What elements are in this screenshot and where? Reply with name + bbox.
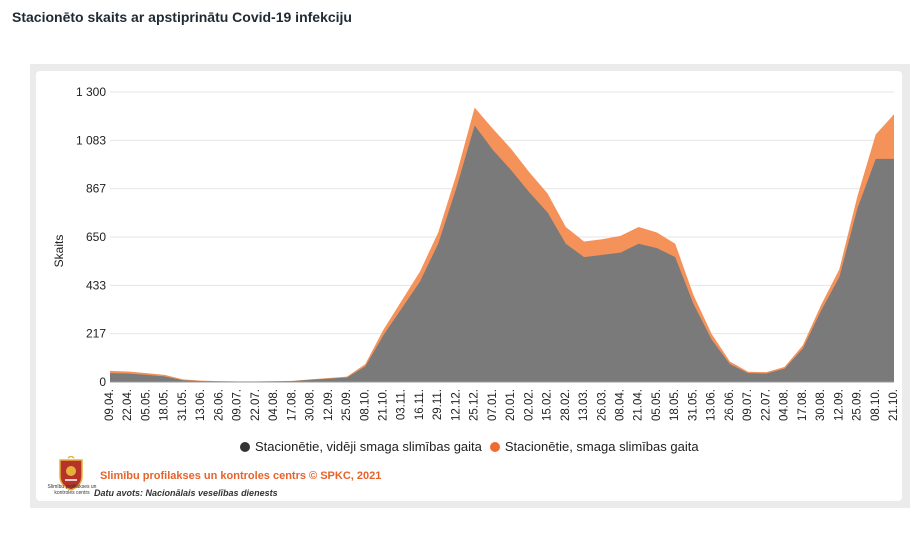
y-tick-label: 1 300 bbox=[76, 85, 106, 99]
y-tick-label: 0 bbox=[99, 375, 106, 389]
x-tick-label: 08.10. bbox=[870, 389, 882, 421]
x-tick-label: 21.04. bbox=[633, 389, 645, 421]
x-tick-label: 16.11. bbox=[414, 389, 426, 420]
x-tick-label: 26.06. bbox=[213, 389, 225, 421]
x-tick-label: 31.05. bbox=[687, 389, 699, 421]
y-axis-label: Skaits bbox=[52, 235, 66, 268]
x-tick-label: 25.12. bbox=[469, 389, 481, 421]
x-tick-label: 28.02. bbox=[560, 389, 572, 421]
x-tick-label: 21.10. bbox=[377, 389, 389, 421]
x-tick-label: 18.05. bbox=[669, 389, 681, 421]
x-tick-label: 22.07. bbox=[250, 389, 262, 421]
legend-label-moderate: Stacionētie, vidēji smaga slimības gaita bbox=[255, 439, 482, 454]
x-tick-label: 18.05. bbox=[159, 389, 171, 421]
x-tick-label: 03.11. bbox=[396, 389, 408, 420]
area-moderate[interactable] bbox=[110, 125, 894, 382]
x-tick-label: 25.09. bbox=[341, 389, 353, 421]
legend-marker-severe bbox=[489, 441, 500, 452]
legend-item-moderate[interactable]: Stacionētie, vidēji smaga slimības gaita bbox=[240, 439, 482, 454]
y-tick-label: 867 bbox=[86, 182, 106, 196]
x-tick-label: 17.08. bbox=[797, 389, 809, 421]
credit-text[interactable]: Slimību profilakses un kontroles centrs … bbox=[100, 470, 382, 482]
x-tick-label: 12.09. bbox=[323, 389, 335, 421]
x-tick-label: 05.05. bbox=[651, 389, 663, 421]
legend-marker-moderate bbox=[240, 441, 250, 452]
x-tick-label: 07.01. bbox=[487, 389, 499, 421]
x-tick-label: 25.09. bbox=[852, 389, 864, 421]
y-tick-label: 1 083 bbox=[76, 133, 106, 147]
y-tick-label: 650 bbox=[86, 230, 106, 244]
x-tick-label: 08.04. bbox=[615, 389, 627, 421]
x-tick-label: 12.09. bbox=[833, 389, 845, 421]
x-tick-label: 15.02. bbox=[542, 389, 554, 421]
x-tick-label: 31.05. bbox=[177, 389, 189, 421]
logo-caption: Slimību profilakses un kontroles centrs bbox=[47, 484, 97, 496]
spkc-logo bbox=[59, 456, 83, 491]
x-tick-label: 04.08. bbox=[268, 389, 280, 421]
x-tick-label: 13.06. bbox=[706, 389, 718, 421]
chart-card: 1 300 1 083 867 650 433 217 0 09.04. 22.04. 05.0… bbox=[36, 71, 902, 501]
x-tick-label: 02.02. bbox=[523, 389, 535, 421]
page-title: Stacionēto skaits ar apstiprinātu Covid-… bbox=[12, 9, 352, 25]
area-chart: 1 300 1 083 867 650 433 217 0 09.04. 22.04. 05.0… bbox=[52, 85, 900, 421]
x-tick-label: 21.10. bbox=[888, 389, 900, 421]
x-tick-label: 08.10. bbox=[359, 389, 371, 421]
x-tick-label: 04.08. bbox=[779, 389, 791, 421]
x-tick-label: 13.03. bbox=[578, 389, 590, 421]
legend-item-severe[interactable]: Stacionētie, smaga slimības gaita bbox=[489, 439, 699, 454]
x-tick-label: 29.11. bbox=[432, 389, 444, 420]
x-tick-label: 17.08. bbox=[286, 389, 298, 421]
x-tick-label: 30.08. bbox=[305, 389, 317, 421]
x-tick-label: 22.07. bbox=[760, 389, 772, 421]
y-tick-label: 217 bbox=[86, 327, 106, 341]
x-tick-label: 13.06. bbox=[195, 389, 207, 421]
legend: Stacionētie, vidēji smaga slimības gaita… bbox=[240, 439, 707, 454]
x-tick-label: 09.04. bbox=[104, 389, 116, 421]
legend-label-severe: Stacionētie, smaga slimības gaita bbox=[504, 439, 699, 454]
x-tick-label: 09.07. bbox=[742, 389, 754, 421]
x-tick-label: 22.04. bbox=[122, 389, 134, 421]
x-tick-label: 26.06. bbox=[724, 389, 736, 421]
y-tick-label: 433 bbox=[86, 278, 106, 292]
x-tick-label: 09.07. bbox=[232, 389, 244, 421]
x-tick-label: 30.08. bbox=[815, 389, 827, 421]
x-tick-label: 12.12. bbox=[450, 389, 462, 421]
data-source: Datu avots: Nacionālais veselības dienes… bbox=[94, 488, 278, 498]
x-tick-label: 26.03. bbox=[596, 389, 608, 421]
x-tick-label: 20.01. bbox=[505, 389, 517, 421]
x-tick-label: 05.05. bbox=[140, 389, 152, 421]
